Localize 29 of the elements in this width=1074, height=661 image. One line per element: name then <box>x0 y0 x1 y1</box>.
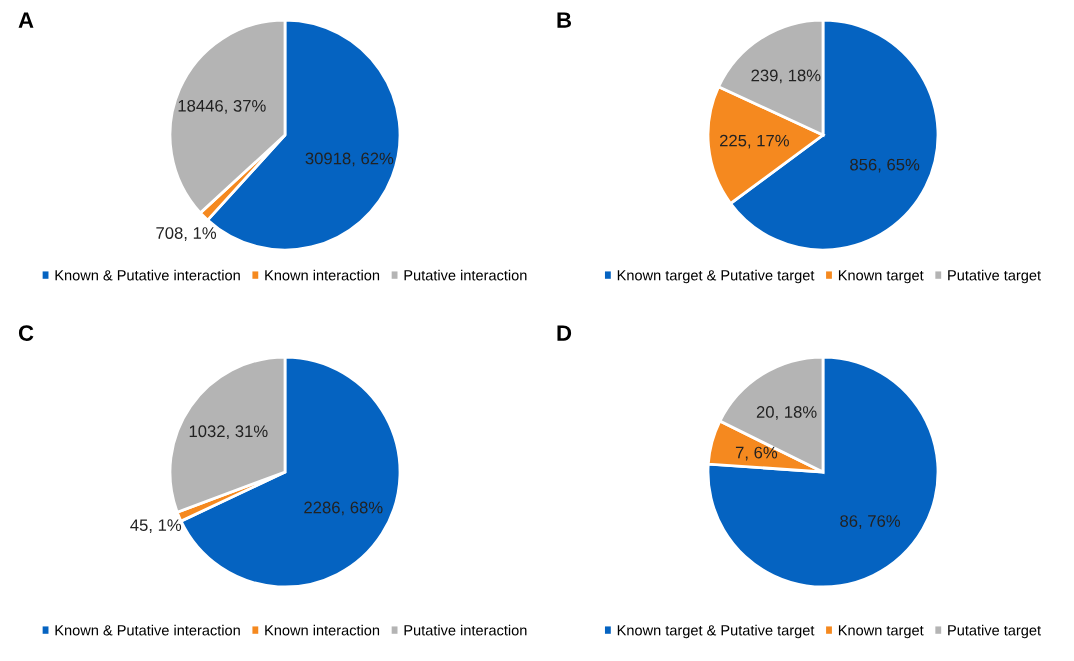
legend-label: Known target & Putative target <box>617 269 815 284</box>
legend-label: Putative interaction <box>404 269 527 281</box>
data-label: 7, 6% <box>735 446 778 461</box>
legend-label: Putative target <box>948 624 1041 639</box>
legend-label: Known target <box>838 625 924 639</box>
chart-title: A <box>18 12 34 28</box>
data-label: 239, 18% <box>751 69 821 84</box>
data-label: 20, 18% <box>756 406 817 420</box>
legend-label: Known & Putative interaction <box>55 269 240 281</box>
legend-label: Known target <box>838 270 924 284</box>
legend-label: Known & Putative interaction <box>55 624 240 636</box>
data-label: 45, 1% <box>130 519 182 533</box>
data-label: 1032, 31% <box>189 425 268 440</box>
data-label: 18446, 37% <box>178 99 266 114</box>
data-label: 86, 76% <box>840 515 901 529</box>
legend-label: Known interaction <box>265 624 380 636</box>
data-label: 708, 1% <box>156 227 217 241</box>
legend-label: Putative interaction <box>404 624 527 636</box>
data-label: 225, 17% <box>719 134 789 149</box>
data-label: 30918, 62% <box>305 152 394 167</box>
legend-label: Known target & Putative target <box>617 624 815 639</box>
chart-title: B <box>557 12 572 28</box>
chart-title: D <box>557 325 572 341</box>
legend-label: Known interaction <box>265 269 380 281</box>
pie-slice <box>706 355 940 589</box>
data-label: 856, 65% <box>850 158 920 173</box>
data-label: 2286, 68% <box>304 501 383 516</box>
legend-label: Putative target <box>948 269 1041 284</box>
chart-title: C <box>18 325 34 341</box>
